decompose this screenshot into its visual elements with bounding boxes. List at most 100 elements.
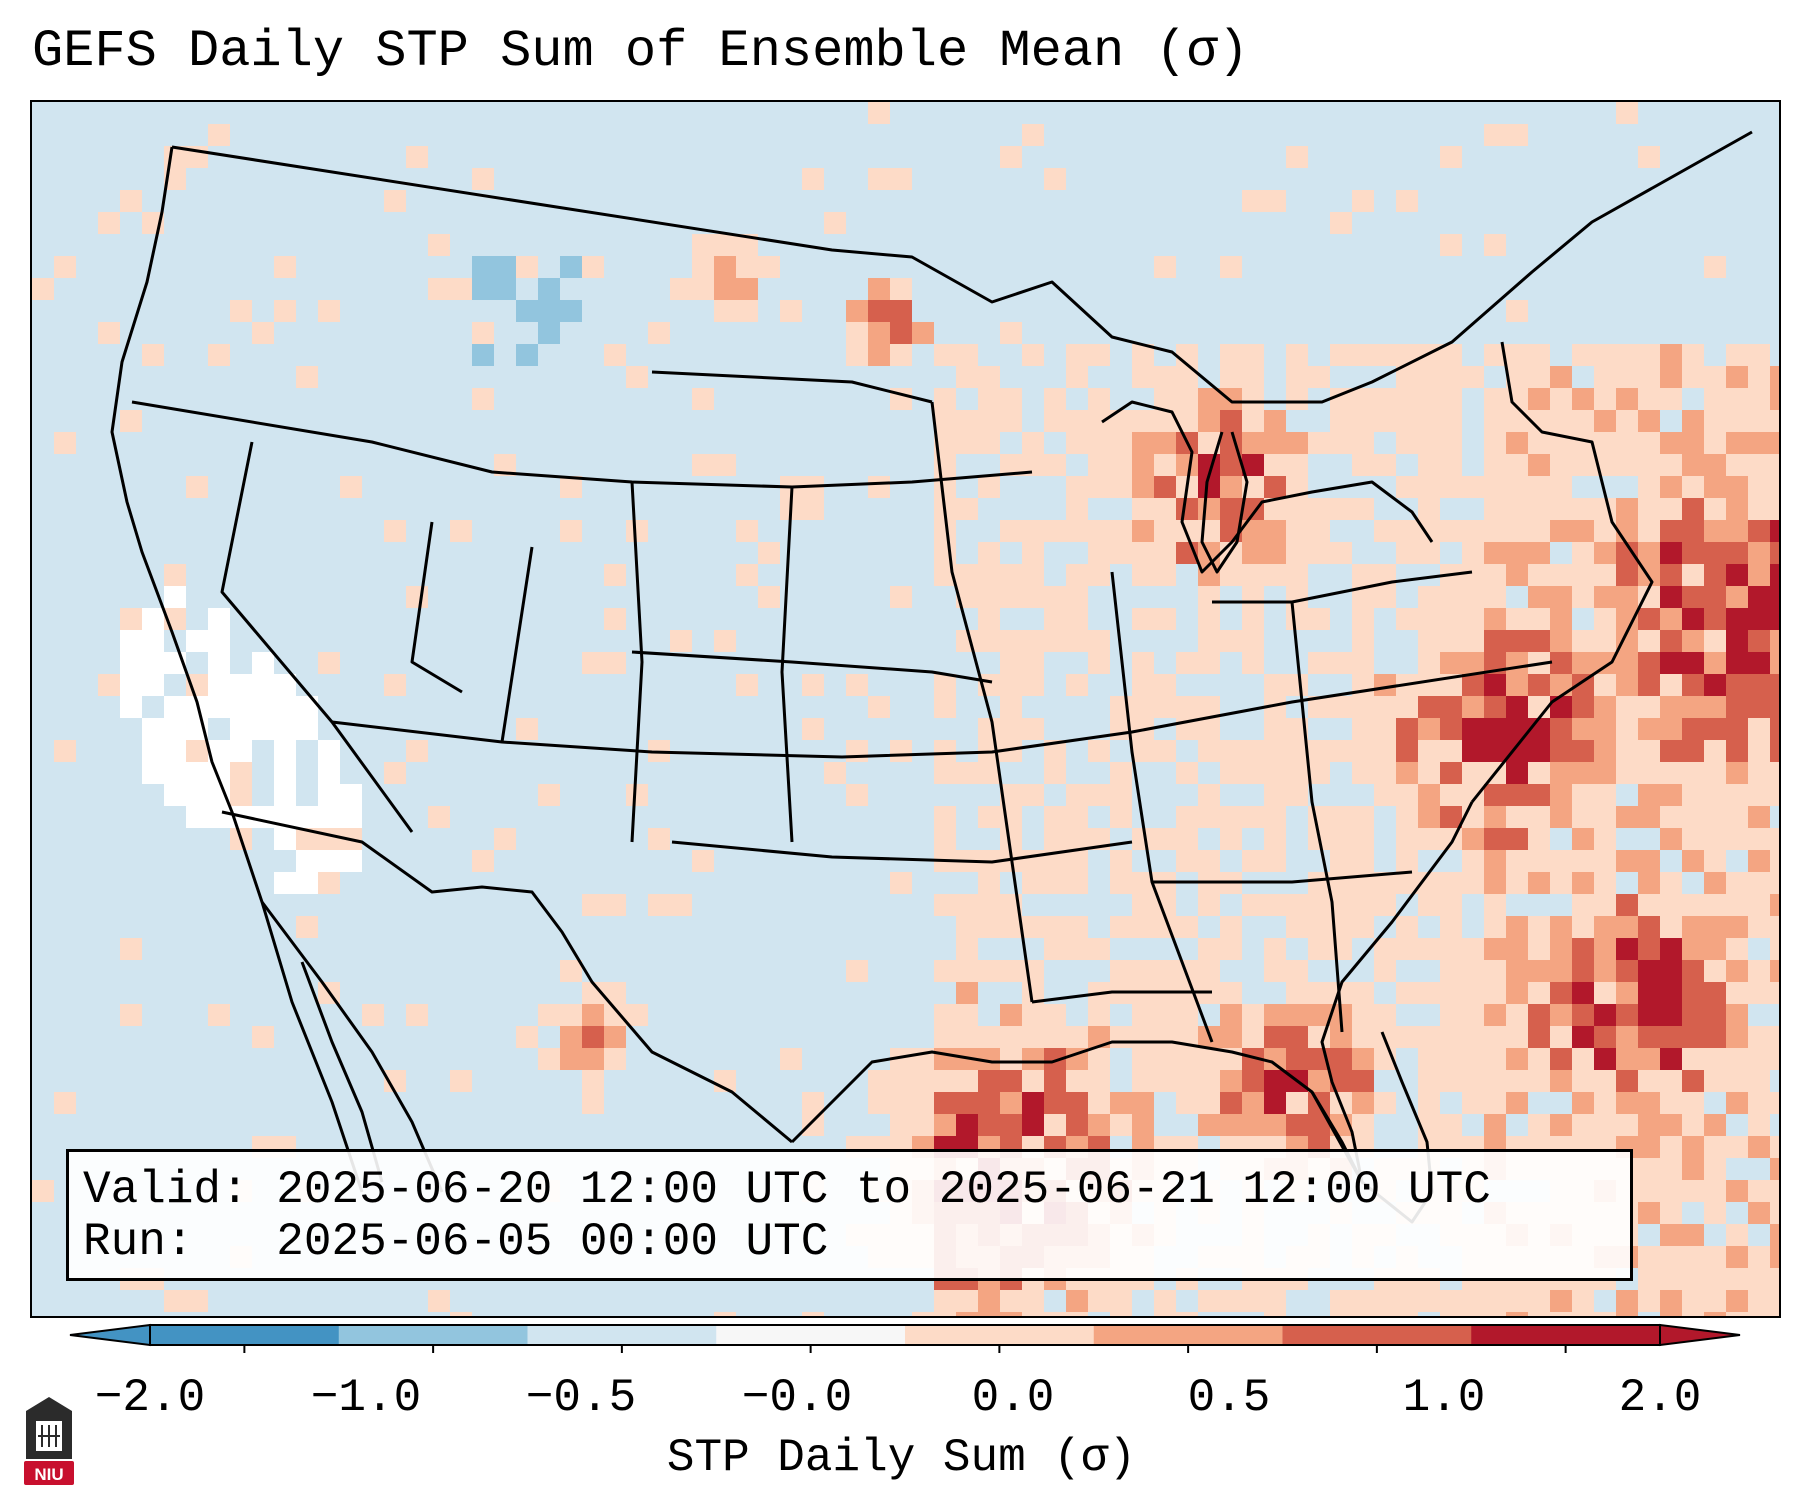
stp-cell [1132,1114,1154,1136]
stp-cell [274,696,296,718]
stp-cell [1682,1004,1704,1026]
stp-cell [1748,674,1770,696]
stp-cell [1132,916,1154,938]
stp-cell [1264,718,1286,740]
stp-cell [1682,1136,1704,1158]
stp-cell [1572,454,1594,476]
stp-cell [1462,520,1484,542]
stp-cell [1704,982,1726,1004]
stp-cell [1330,432,1352,454]
colorbar-extend-low [69,1323,151,1347]
stp-cell [1484,1114,1506,1136]
stp-cell [1528,630,1550,652]
stp-cell [1000,454,1022,476]
stp-cell [670,278,692,300]
stp-cell [1198,476,1220,498]
stp-cell [1748,388,1770,410]
stp-cell [1748,608,1770,630]
stp-cell [1374,872,1396,894]
stp-cell [1770,1026,1779,1048]
stp-cell [208,344,230,366]
stp-cell [450,520,472,542]
stp-cell [164,740,186,762]
stp-cell [1374,1290,1396,1312]
stp-cell [1396,1312,1418,1316]
stp-cell [692,234,714,256]
stp-cell [1352,916,1374,938]
stp-cell [1748,762,1770,784]
stp-cell [1660,1158,1682,1180]
stp-cell [1374,894,1396,916]
stp-cell [890,1092,912,1114]
stp-cell [1660,1180,1682,1202]
stp-cell [1726,938,1748,960]
state-line [780,486,794,843]
stp-cell [1726,784,1748,806]
stp-cell [1000,696,1022,718]
stp-cell [1330,696,1352,718]
stp-cell [1330,1026,1352,1048]
stp-cell [1000,828,1022,850]
stp-cell [274,674,296,696]
stp-cell [296,718,318,740]
stp-cell [1176,1312,1198,1316]
stp-cell [274,300,296,322]
stp-cell [1044,1312,1066,1316]
stp-cell [1352,1070,1374,1092]
stp-cell [1396,366,1418,388]
stp-cell [164,718,186,740]
stp-cell [1286,674,1308,696]
stp-cell [1352,696,1374,718]
stp-cell [1638,740,1660,762]
stp-cell [1748,894,1770,916]
stp-cell [1528,586,1550,608]
stp-cell [1264,674,1286,696]
stp-cell [1418,542,1440,564]
stp-cell [802,498,824,520]
stp-cell [1704,872,1726,894]
stp-cell [1308,916,1330,938]
stp-cell [1440,1312,1462,1316]
stp-cell [1440,1114,1462,1136]
stp-cell [1066,872,1088,894]
stp-cell [1748,1114,1770,1136]
stp-cell [890,740,912,762]
stp-cell [934,1048,956,1070]
stp-cell [1286,762,1308,784]
tick-label: 1.0 [1402,1372,1486,1424]
stp-cell [1330,740,1352,762]
stp-cell [1374,1312,1396,1316]
stp-cell [1660,762,1682,784]
stp-cell [1726,586,1748,608]
stp-cell [758,256,780,278]
stp-cell [1704,476,1726,498]
stp-cell [450,278,472,300]
stp-cell [1110,454,1132,476]
stp-cell [1242,190,1264,212]
stp-cell [1770,586,1779,608]
stp-cell [978,542,1000,564]
stp-cell [846,322,868,344]
stp-cell [1418,806,1440,828]
stp-cell [1132,696,1154,718]
stp-cell [1726,542,1748,564]
stp-cell [1000,146,1022,168]
stp-cell [1682,1180,1704,1202]
stp-cell [1000,410,1022,432]
stp-cell [1440,608,1462,630]
stp-cell [1462,718,1484,740]
stp-cell [1176,1092,1198,1114]
stp-cell [1550,608,1572,630]
stp-cell [1506,366,1528,388]
state-line [331,660,1553,759]
stp-cell [1110,1092,1132,1114]
stp-cell [1594,718,1616,740]
stp-cell [1242,1114,1264,1136]
stp-cell [1264,498,1286,520]
stp-cell [1396,1290,1418,1312]
stp-cell [1704,608,1726,630]
stp-cell [1528,388,1550,410]
stp-cell [1264,564,1286,586]
run-line: Run: 2025-06-05 00:00 UTC [83,1216,828,1268]
stp-cell [1418,454,1440,476]
